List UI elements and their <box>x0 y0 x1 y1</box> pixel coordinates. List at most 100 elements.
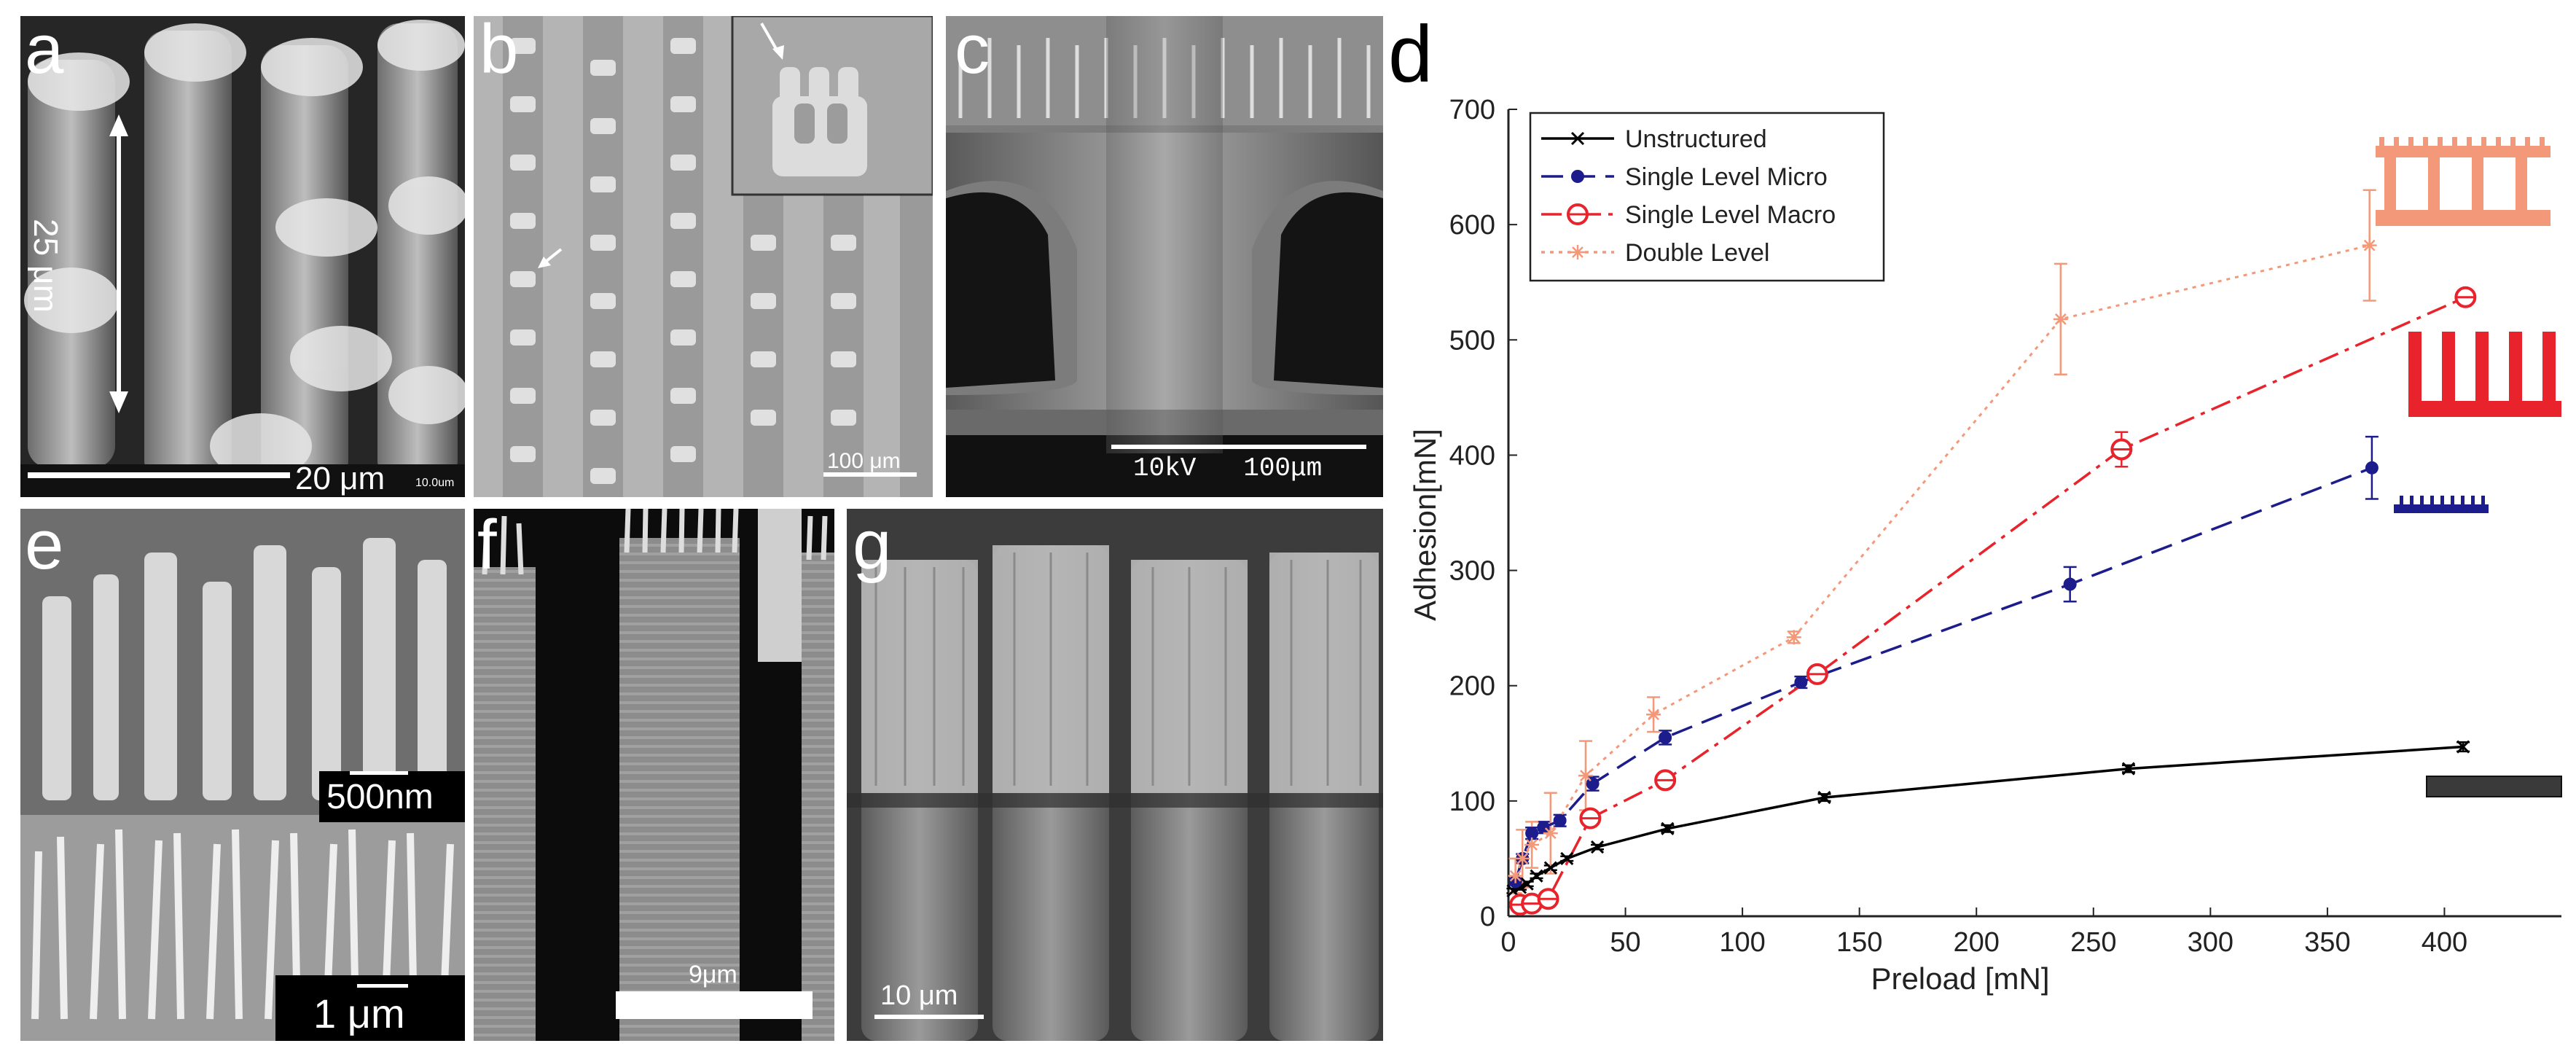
icon-micro-fibril <box>2451 496 2454 506</box>
legend-box <box>1529 112 1885 282</box>
marker-dot <box>1553 813 1567 827</box>
y-tick-label: 0 <box>1480 902 1495 932</box>
marker-dot <box>1659 730 1672 744</box>
icon-double-level-pillar <box>2384 146 2396 219</box>
panel-a-image <box>20 16 465 497</box>
marker-star <box>1515 851 1530 866</box>
panel-b-scalebar <box>823 472 917 477</box>
marker-x <box>1590 840 1605 854</box>
icon-double-level-tip <box>2379 137 2384 146</box>
icon-macro-pillar <box>2408 332 2422 405</box>
marker-x <box>1560 851 1574 865</box>
y-tick-label: 400 <box>1449 440 1495 471</box>
icon-double-level-pillar <box>2516 146 2527 219</box>
marker-dot <box>2063 577 2077 591</box>
icon-micro-fibril <box>2420 496 2424 506</box>
icon-double-level-pillar <box>2428 146 2440 219</box>
icon-macro-pillar <box>2475 332 2489 405</box>
marker-x <box>1661 821 1675 835</box>
panel-g-label: g <box>853 506 892 584</box>
marker-dot <box>1794 675 1808 689</box>
marker-star <box>1578 768 1593 784</box>
panel-e-scalebar-bottom <box>357 984 408 988</box>
marker-open-circle <box>2454 286 2477 308</box>
icon-double-level-tip <box>2540 137 2545 146</box>
chart-axes: 0 50 100 150 200 250 300 350 400 0 100 200 300 400 500… <box>1449 95 2561 958</box>
icon-macro-pillar <box>2542 332 2556 405</box>
marker-x <box>2121 762 2136 776</box>
chart-ylabel: Adhesion[mN] <box>1408 429 1442 621</box>
marker-star <box>1646 707 1661 722</box>
panel-a-measure-label: 25 μm <box>27 219 65 313</box>
icon-micro-fibril <box>2400 496 2403 506</box>
panel-g-image <box>847 509 1383 1041</box>
icon-double-level-tip <box>2467 137 2472 146</box>
chart-markers <box>1506 238 2477 916</box>
icon-micro-fibril <box>2440 496 2444 506</box>
panel-g-sem <box>847 509 1383 1041</box>
icon-macro-base <box>2408 401 2561 417</box>
legend-label-macro: Single Level Macro <box>1625 201 1836 229</box>
marker-star <box>1508 868 1523 883</box>
legend-label-micro: Single Level Micro <box>1625 163 1828 191</box>
icon-double-level-tip <box>2496 137 2501 146</box>
panel-e-sem <box>20 509 465 1041</box>
marker-star <box>1524 837 1540 852</box>
icon-micro-fibril <box>2410 496 2413 506</box>
chart-legend: Unstructured Single Level Micro Single Lev… <box>1529 112 1885 282</box>
marker-dot <box>1525 827 1539 840</box>
x-tick-label: 100 <box>1719 927 1765 958</box>
icon-unstructured <box>2426 776 2562 797</box>
y-tick-label: 700 <box>1449 95 1495 125</box>
marker-open-circle <box>1579 807 1602 829</box>
icon-double-level-tip <box>2408 137 2413 146</box>
panel-f-sem <box>474 509 834 1041</box>
panel-c-sem <box>946 16 1383 497</box>
panel-b-scale-label: 100 μm <box>827 449 901 473</box>
marker-dot <box>1571 170 1584 183</box>
marker-star <box>1786 630 1801 645</box>
panel-c-scalebar <box>1111 445 1366 449</box>
panel-g-scale-label: 10 μm <box>880 980 958 1011</box>
x-tick-label: 150 <box>1836 927 1882 958</box>
marker-open-circle <box>1654 769 1677 792</box>
marker-x <box>1543 861 1557 875</box>
adhesion-chart: 0 50 100 150 200 250 300 350 400 0 100 200 300 400 500… <box>1408 95 2562 996</box>
icon-double-level-pillar <box>2472 146 2483 219</box>
icon-macro-pillar <box>2509 332 2522 405</box>
panel-d-label: d <box>1388 9 1433 99</box>
x-tick-label: 200 <box>1954 927 2000 958</box>
panel-e-scale-label-top: 500nm <box>326 778 434 816</box>
panel-g-scalebar <box>874 1015 984 1019</box>
panel-a-scalebar <box>28 472 290 478</box>
marker-x <box>1817 791 1831 805</box>
panel-a-label: a <box>25 10 64 88</box>
panel-e-scalebar-top <box>350 771 408 775</box>
legend-label-unstructured: Unstructured <box>1625 125 1767 153</box>
y-tick-label: 200 <box>1449 671 1495 702</box>
y-tick-label: 300 <box>1449 556 1495 587</box>
series-line-macro <box>1519 296 2467 906</box>
icon-double-level-tip <box>2510 137 2516 146</box>
icon-double-level-tip <box>2481 137 2486 146</box>
chart-structure-icons <box>2376 137 2562 797</box>
panel-a-sem <box>20 16 465 497</box>
series-line-double <box>1514 244 2371 877</box>
panel-f-image <box>474 509 834 1041</box>
panel-c-image <box>946 16 1383 497</box>
marker-dot <box>2365 461 2379 475</box>
panel-b-label: b <box>479 10 519 88</box>
marker-star <box>2053 311 2068 327</box>
marker-open-circle <box>1567 203 1589 225</box>
marker-star <box>1570 245 1585 259</box>
x-tick-label: 350 <box>2304 927 2350 958</box>
icon-micro-fibril <box>2481 496 2485 506</box>
panel-e-scale-label-bottom: 1 μm <box>313 991 405 1037</box>
marker-star <box>2362 238 2377 253</box>
marker-star <box>1543 826 1558 841</box>
marker-x <box>1570 131 1585 146</box>
y-tick-label: 600 <box>1449 210 1495 241</box>
marker-open-circle <box>1537 888 1559 910</box>
panel-e-label: e <box>25 506 64 584</box>
panel-a-scale-label: 20 μm <box>295 461 385 496</box>
